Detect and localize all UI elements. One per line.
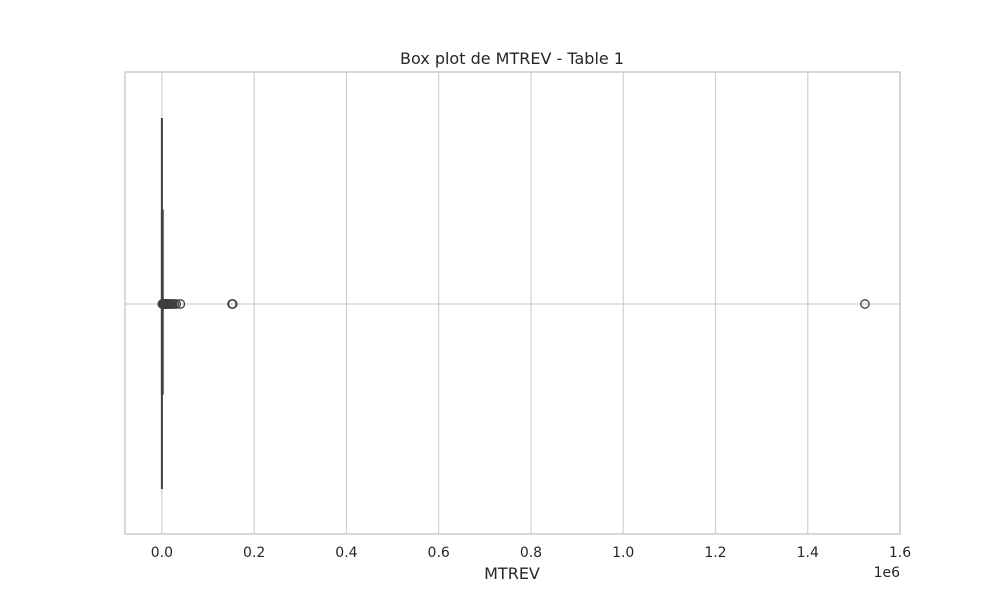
plot-area xyxy=(157,118,870,489)
x-axis-ticks: 0.0 0.2 0.4 0.6 0.8 1.0 1.2 1.4 1.6 xyxy=(151,545,911,561)
x-tick-label: 0.6 xyxy=(428,545,450,561)
x-tick-label: 1.6 xyxy=(889,545,911,561)
x-tick-label: 0.4 xyxy=(335,545,357,561)
outlier-point xyxy=(175,299,186,309)
outlier-point xyxy=(227,299,238,309)
x-tick-label: 0.2 xyxy=(243,545,265,561)
outlier-point xyxy=(860,299,870,309)
plot-frame xyxy=(124,71,901,535)
grid-lines xyxy=(125,72,901,534)
x-axis-label: MTREV xyxy=(484,564,540,583)
x-tick-label: 0.8 xyxy=(520,545,542,561)
outlier-point xyxy=(171,299,182,309)
x-tick-label: 1.4 xyxy=(797,545,819,561)
x-tick-label: 0.0 xyxy=(151,545,173,561)
chart-title: Box plot de MTREV - Table 1 xyxy=(400,49,624,68)
x-tick-label: 1.0 xyxy=(612,545,634,561)
x-tick-label: 1.2 xyxy=(704,545,726,561)
x-axis-offset-label: 1e6 xyxy=(874,565,901,581)
